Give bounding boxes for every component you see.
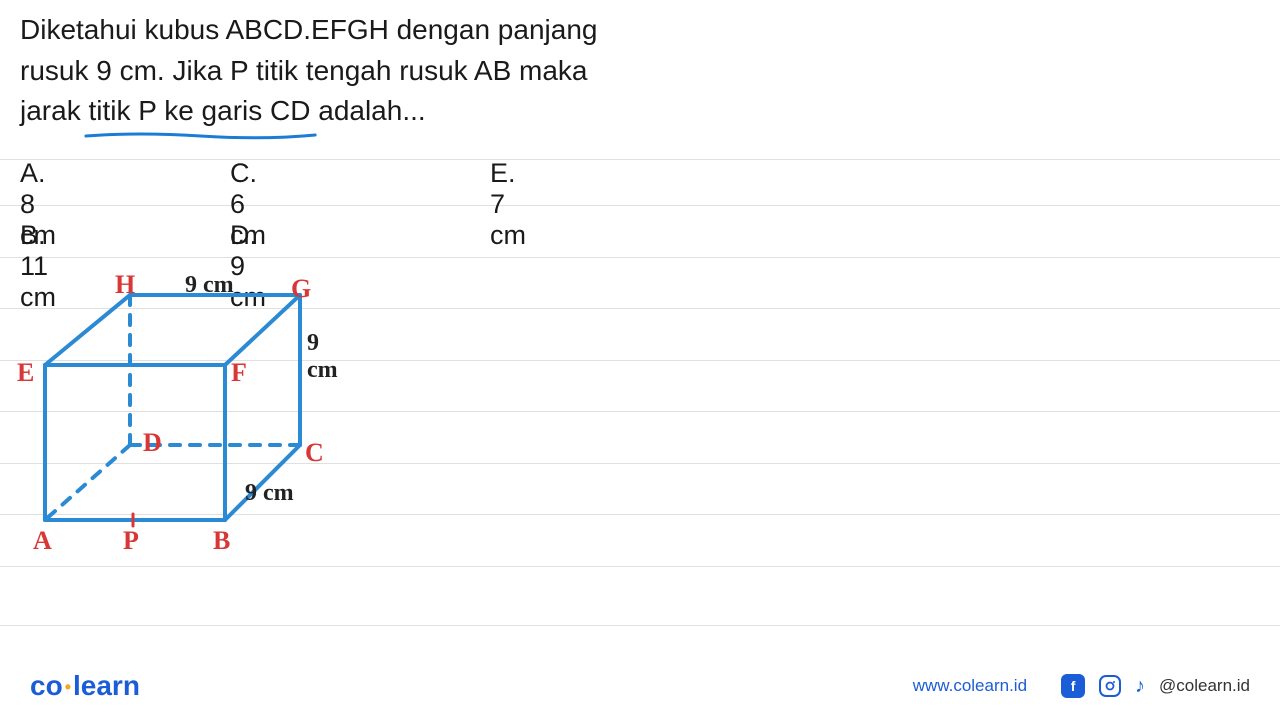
measurement-bottom: 9 cm [245,480,294,507]
question-line1: Diketahui kubus ABCD.EFGH dengan panjang [20,14,597,45]
bg-line [0,205,1280,206]
vertex-label-b: B [213,526,230,556]
vertex-label-e: E [17,358,34,388]
facebook-icon: f [1061,674,1085,698]
cube-svg [15,270,345,550]
measurement-right: 9 cm [307,330,345,384]
question-underlined-wrap: titik P ke garis CD [88,91,310,132]
bg-line [0,625,1280,626]
instagram-icon [1099,675,1121,697]
question-line3-pre: jarak [20,95,88,126]
answer-e: E. 7 cm [490,158,526,251]
logo-co: co [30,670,63,701]
question-line3-post: adalah... [310,95,425,126]
vertex-label-p: P [123,526,139,556]
footer-url: www.colearn.id [913,676,1027,696]
question-text: Diketahui kubus ABCD.EFGH dengan panjang… [20,10,1260,132]
footer-right: www.colearn.id f ♪ @colearn.id [913,674,1250,698]
vertex-label-d: D [143,428,162,458]
question-line2: rusuk 9 cm. Jika P titik tengah rusuk AB… [20,55,588,86]
bg-line [0,566,1280,567]
footer-handle: @colearn.id [1159,676,1250,696]
hand-underline [84,130,317,142]
cube-diagram: A B C D E F G H P 9 cm 9 cm 9 cm [15,270,345,550]
question-underlined-text: titik P ke garis CD [88,95,310,126]
bg-line [0,257,1280,258]
vertex-label-c: C [305,438,324,468]
logo-learn: learn [73,670,140,701]
footer: co•learn www.colearn.id f ♪ @colearn.id [30,670,1250,702]
vertex-label-f: F [231,358,247,388]
tiktok-icon: ♪ [1135,675,1145,698]
measurement-top: 9 cm [185,272,234,299]
logo: co•learn [30,670,140,702]
vertex-label-h: H [115,270,135,300]
question-block: Diketahui kubus ABCD.EFGH dengan panjang… [20,10,1260,132]
logo-dot-icon: • [63,677,73,697]
vertex-label-a: A [33,526,52,556]
vertex-label-g: G [291,274,311,304]
bg-line [0,159,1280,160]
